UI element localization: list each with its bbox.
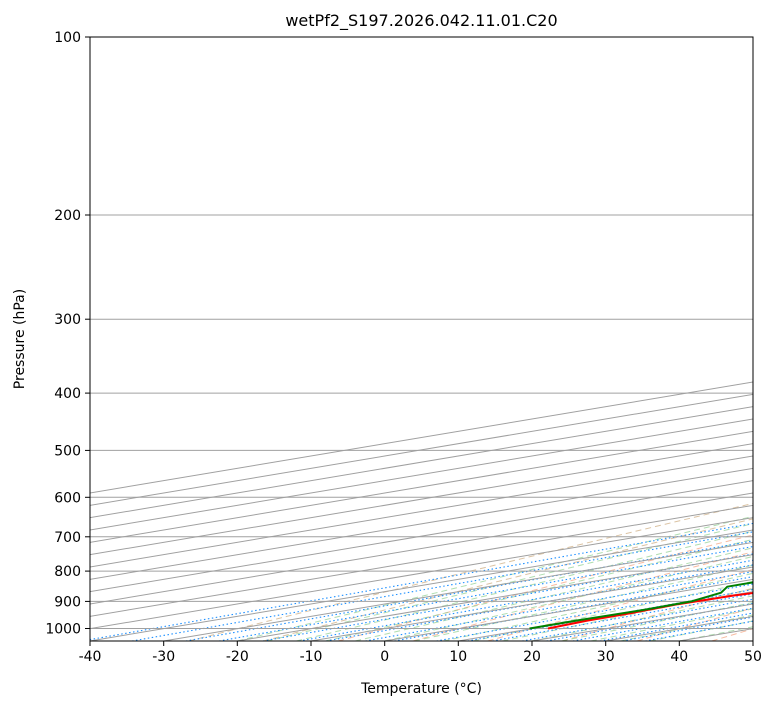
plot-frame bbox=[89, 36, 754, 642]
y-tick-label: 300 bbox=[54, 312, 81, 328]
y-tick-label: 600 bbox=[54, 490, 81, 506]
x-tick-label: -10 bbox=[300, 649, 323, 665]
isotherm-line bbox=[90, 504, 753, 617]
grid-layer bbox=[90, 37, 753, 641]
y-tick-label: 900 bbox=[54, 594, 81, 610]
x-tick-label: 30 bbox=[597, 649, 615, 665]
mixing-ratio-line bbox=[326, 564, 753, 641]
y-tick-label: 400 bbox=[54, 386, 81, 402]
isotherm-line bbox=[90, 443, 753, 556]
dry-adiabat bbox=[338, 534, 753, 641]
dry-adiabat bbox=[263, 518, 753, 641]
isotherm-line bbox=[90, 529, 753, 641]
isotherm-line bbox=[90, 492, 753, 605]
axis-layer: -40 -30 -20 -10 0 10 20 30 40 50 1000 900 800 700 600 5… bbox=[45, 30, 762, 665]
isotherm-line bbox=[90, 455, 753, 568]
x-tick-label: 0 bbox=[380, 649, 389, 665]
isotherm-line bbox=[90, 480, 753, 593]
x-tick-label: -20 bbox=[226, 649, 249, 665]
dry-adiabat bbox=[188, 502, 753, 641]
mixing-ratio-line bbox=[572, 607, 753, 641]
y-tick-label: 1000 bbox=[45, 622, 81, 638]
y-tick-label: 800 bbox=[54, 564, 81, 580]
y-axis-title: Pressure (hPa) bbox=[12, 289, 28, 389]
isotherm-line bbox=[90, 430, 753, 543]
x-tick-label: 20 bbox=[523, 649, 541, 665]
x-tick-label: 40 bbox=[670, 649, 688, 665]
mixing-ratio-line bbox=[365, 571, 753, 641]
x-tick-label: -30 bbox=[152, 649, 175, 665]
y-tick-label: 500 bbox=[54, 443, 81, 459]
x-tick-label: 50 bbox=[744, 649, 762, 665]
mixing-ratio-line bbox=[185, 540, 753, 641]
x-tick-label: 10 bbox=[449, 649, 467, 665]
y-tick-label: 700 bbox=[54, 530, 81, 546]
mixing-ratio-line bbox=[299, 559, 753, 641]
y-tick-label: 100 bbox=[54, 30, 81, 46]
x-axis-title: Temperature (°C) bbox=[360, 681, 482, 697]
y-tick-label: 200 bbox=[54, 208, 81, 224]
x-tick-label: -40 bbox=[79, 649, 102, 665]
isotherm-line bbox=[90, 467, 753, 580]
chart-title: wetPf2_S197.2026.042.11.01.C20 bbox=[285, 11, 557, 31]
isotherm-line bbox=[90, 517, 753, 630]
